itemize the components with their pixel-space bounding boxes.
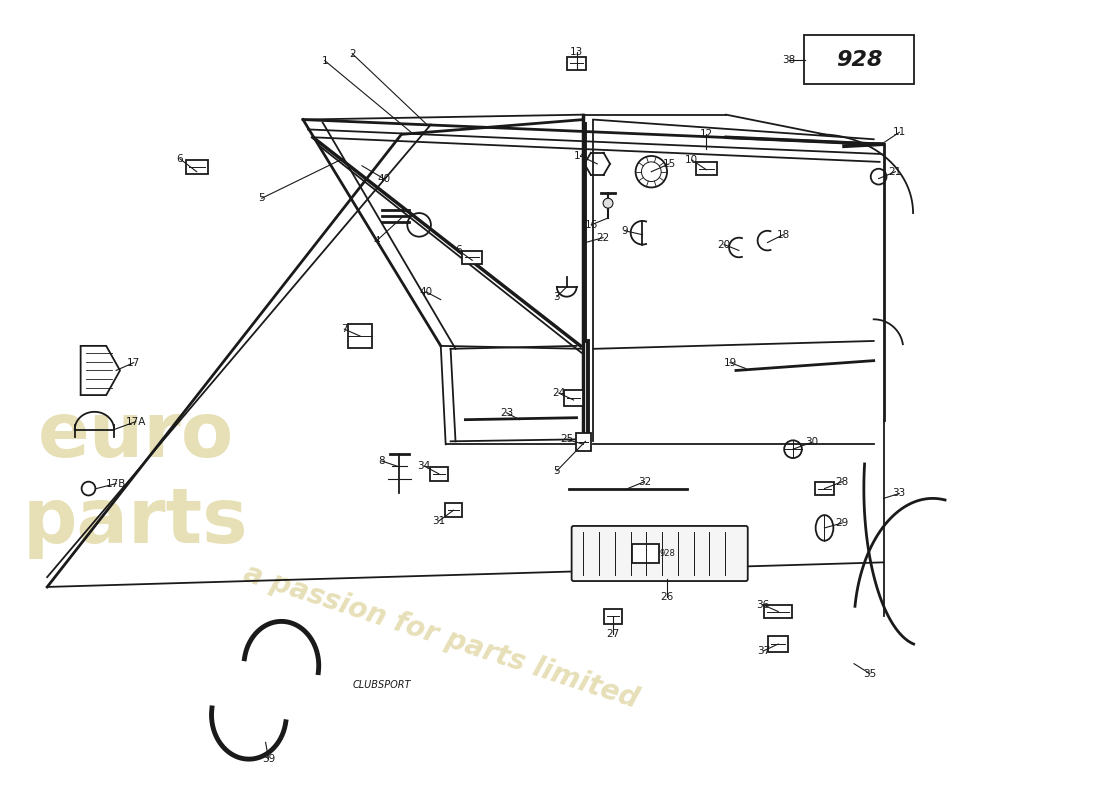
FancyBboxPatch shape bbox=[564, 390, 583, 406]
Text: 25: 25 bbox=[560, 434, 573, 444]
Text: 2: 2 bbox=[349, 49, 355, 58]
Text: 33: 33 bbox=[893, 489, 906, 498]
Text: 10: 10 bbox=[685, 155, 698, 165]
Text: euro
parts: euro parts bbox=[23, 399, 249, 558]
Text: 1: 1 bbox=[321, 55, 328, 66]
Text: 11: 11 bbox=[893, 127, 906, 138]
FancyBboxPatch shape bbox=[462, 251, 482, 264]
Text: 34: 34 bbox=[417, 461, 431, 471]
Text: 9: 9 bbox=[621, 226, 628, 236]
FancyBboxPatch shape bbox=[430, 467, 448, 481]
Text: 26: 26 bbox=[660, 592, 673, 602]
Text: 40: 40 bbox=[377, 174, 390, 184]
Text: 31: 31 bbox=[432, 516, 446, 526]
Circle shape bbox=[603, 198, 613, 208]
Text: 5: 5 bbox=[553, 466, 560, 476]
Text: 928: 928 bbox=[659, 549, 675, 558]
Text: 40: 40 bbox=[419, 286, 432, 297]
Text: 19: 19 bbox=[724, 358, 737, 368]
Text: 6: 6 bbox=[177, 154, 184, 164]
Text: 23: 23 bbox=[500, 408, 514, 418]
Text: 17: 17 bbox=[128, 358, 141, 368]
Text: 928: 928 bbox=[836, 50, 882, 70]
Text: a passion for parts limited: a passion for parts limited bbox=[240, 559, 641, 714]
FancyBboxPatch shape bbox=[572, 526, 748, 581]
Text: 22: 22 bbox=[596, 233, 609, 242]
Text: 24: 24 bbox=[552, 388, 565, 398]
FancyBboxPatch shape bbox=[769, 636, 788, 652]
Text: 7: 7 bbox=[341, 324, 348, 334]
Text: 21: 21 bbox=[889, 166, 902, 177]
Text: 27: 27 bbox=[606, 629, 619, 639]
Text: 8: 8 bbox=[378, 456, 385, 466]
Text: 35: 35 bbox=[864, 669, 877, 678]
Text: 38: 38 bbox=[782, 54, 795, 65]
Polygon shape bbox=[80, 346, 120, 395]
FancyBboxPatch shape bbox=[764, 605, 792, 618]
Text: 37: 37 bbox=[757, 646, 770, 656]
Text: 4: 4 bbox=[374, 236, 381, 246]
Text: 36: 36 bbox=[756, 600, 769, 610]
FancyBboxPatch shape bbox=[631, 544, 659, 563]
Text: 12: 12 bbox=[700, 130, 713, 139]
Text: 30: 30 bbox=[805, 438, 818, 447]
Text: 32: 32 bbox=[638, 477, 651, 486]
Text: CLUBSPORT: CLUBSPORT bbox=[352, 680, 410, 690]
FancyBboxPatch shape bbox=[186, 160, 208, 174]
Text: 18: 18 bbox=[777, 230, 790, 240]
FancyBboxPatch shape bbox=[815, 482, 834, 495]
Text: 28: 28 bbox=[836, 477, 849, 486]
FancyBboxPatch shape bbox=[444, 503, 462, 517]
FancyBboxPatch shape bbox=[566, 57, 586, 70]
Text: 14: 14 bbox=[574, 151, 587, 161]
Text: 3: 3 bbox=[553, 292, 560, 302]
Text: 5: 5 bbox=[258, 194, 265, 203]
Text: 39: 39 bbox=[262, 754, 275, 764]
Text: 6: 6 bbox=[455, 246, 462, 255]
Text: 17A: 17A bbox=[125, 417, 146, 426]
Text: 20: 20 bbox=[717, 239, 730, 250]
Text: 17B: 17B bbox=[106, 478, 127, 489]
Text: 15: 15 bbox=[662, 159, 675, 169]
Text: 13: 13 bbox=[570, 46, 583, 57]
FancyBboxPatch shape bbox=[695, 162, 717, 175]
FancyBboxPatch shape bbox=[604, 609, 622, 624]
FancyBboxPatch shape bbox=[349, 324, 372, 348]
Text: 29: 29 bbox=[836, 518, 849, 528]
FancyBboxPatch shape bbox=[804, 35, 914, 84]
FancyBboxPatch shape bbox=[575, 434, 592, 451]
Text: 16: 16 bbox=[585, 220, 598, 230]
